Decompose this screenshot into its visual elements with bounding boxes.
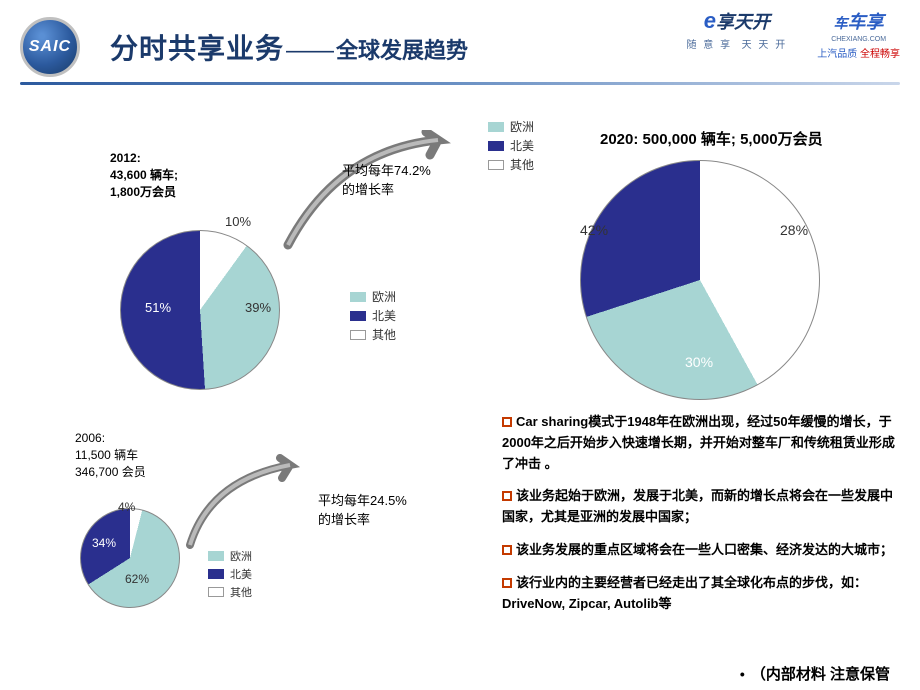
legend-sw-europe xyxy=(488,122,504,132)
legend-2020: 欧洲 北美 其他 xyxy=(488,118,534,175)
growth-note-2: 平均每年74.2% 的增长率 xyxy=(342,160,431,198)
pie2020-europe-label: 28% xyxy=(780,222,808,238)
title-dash: —— xyxy=(286,37,334,65)
legend-label-other: 其他 xyxy=(372,326,396,343)
slide-header: SAIC 分时共享业务 —— 全球发展趋势 e享天开 随 意 享 天 天 开 车… xyxy=(20,12,900,82)
bullet-text: 该业务起始于欧洲，发展于北美，而新的增长点将会在一些发展中国家，尤其是亚洲的发展… xyxy=(502,488,893,524)
bullet-item: Car sharing模式于1948年在欧洲出现，经过50年缓慢的增长，于200… xyxy=(502,412,902,474)
footer-text: （内部材料 注意保管 xyxy=(751,666,890,683)
brand1-tag-a: 随 意 享 xyxy=(687,40,733,51)
brand-chexiang: 车车享 CHEXIANG.COM 上汽品质 全程畅享 xyxy=(817,8,900,60)
legend-label-namerica: 北美 xyxy=(372,307,396,324)
pie2006-other-label: 4% xyxy=(118,500,135,514)
legend-sw-other xyxy=(488,160,504,170)
legend-2012: 欧洲 北美 其他 xyxy=(350,288,396,345)
footer-note: •（内部材料 注意保管 xyxy=(740,663,890,684)
bullet-item: 该业务起始于欧洲，发展于北美，而新的增长点将会在一些发展中国家，尤其是亚洲的发展… xyxy=(502,486,902,528)
pie2012-other-label: 10% xyxy=(225,214,251,229)
brand2-tag-b: 全程畅享 xyxy=(860,49,900,60)
bullet-text: 该业务发展的重点区域将会在一些人口密集、经济发达的大城市； xyxy=(516,542,893,557)
legend-label-other: 其他 xyxy=(230,584,252,600)
title-main-text: 分时共享业务 xyxy=(110,27,284,67)
pie2012-europe-label: 39% xyxy=(245,300,271,315)
pie2020-other-label: 42% xyxy=(580,222,608,238)
legend-sw-europe xyxy=(350,292,366,302)
brand2-sub: CHEXIANG.COM xyxy=(831,36,886,43)
legend-label-namerica: 北美 xyxy=(230,566,252,582)
bullet-text: 该行业内的主要经营者已经走出了其全球化布点的步伐，如：DriveNow, Zip… xyxy=(502,575,867,611)
legend-sw-other xyxy=(208,587,224,597)
bullet-item: 该行业内的主要经营者已经走出了其全球化布点的步伐，如：DriveNow, Zip… xyxy=(502,573,902,615)
pie2012-na-label: 51% xyxy=(145,300,171,315)
legend-label-namerica: 北美 xyxy=(510,137,534,154)
legend-sw-namerica xyxy=(350,311,366,321)
legend-sw-other xyxy=(350,330,366,340)
brand1-tag-b: 天 天 开 xyxy=(742,40,788,51)
legend-sw-namerica xyxy=(488,141,504,151)
legend-label-europe: 欧洲 xyxy=(510,118,534,135)
bullet-text: Car sharing模式于1948年在欧洲出现，经过50年缓慢的增长，于200… xyxy=(502,414,895,471)
callout-2012: 2012: 43,600 辆车; 1,800万会员 xyxy=(110,150,178,200)
saic-logo: SAIC xyxy=(20,17,80,77)
brand2-name: 车享 xyxy=(848,12,884,32)
brand1-name: 享天开 xyxy=(716,12,770,32)
legend-label-other: 其他 xyxy=(510,156,534,173)
pie-chart-2006 xyxy=(80,508,180,608)
pie2020-title: 2020: 500,000 辆车; 5,000万会员 xyxy=(600,128,823,149)
legend-label-europe: 欧洲 xyxy=(372,288,396,305)
header-underline xyxy=(20,82,900,85)
pie2020-na-label: 30% xyxy=(685,354,713,370)
title-sub-text: 全球发展趋势 xyxy=(336,33,468,65)
brand-xiangtiankai: e享天开 随 意 享 天 天 开 xyxy=(687,8,788,60)
pie2006-na-label: 34% xyxy=(92,536,116,550)
legend-sw-namerica xyxy=(208,569,224,579)
bullet-item: 该业务发展的重点区域将会在一些人口密集、经济发达的大城市； xyxy=(502,540,902,561)
brand-logos: e享天开 随 意 享 天 天 开 车车享 CHEXIANG.COM 上汽品质 全… xyxy=(687,8,900,60)
callout-2006: 2006: 11,500 辆车 346,700 会员 xyxy=(75,430,146,480)
pie2006-europe-label: 62% xyxy=(125,572,149,586)
growth-note-1: 平均每年24.5% 的增长率 xyxy=(318,490,407,528)
bullet-list: Car sharing模式于1948年在欧洲出现，经过50年缓慢的增长，于200… xyxy=(502,412,902,626)
slide-title: 分时共享业务 —— 全球发展趋势 xyxy=(110,27,468,67)
growth-arrow-1 xyxy=(180,450,340,560)
brand2-tag-a: 上汽品质 xyxy=(817,49,857,60)
